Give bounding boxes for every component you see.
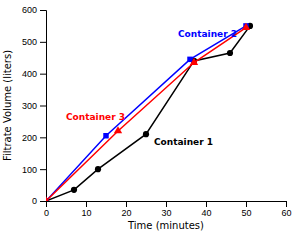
series-line	[46, 26, 250, 201]
x-tick: 20	[121, 201, 131, 218]
annotation: Container 2	[178, 29, 237, 39]
series-marker	[242, 23, 250, 30]
x-axis-title: Time (minutes)	[127, 220, 204, 231]
x-tick-mark	[246, 201, 247, 207]
series-marker	[95, 166, 101, 172]
x-tick: 10	[81, 201, 91, 218]
y-tick: 0	[32, 196, 46, 206]
series-line	[46, 26, 246, 201]
y-tick-mark	[40, 106, 46, 107]
annotation: Container 3	[66, 112, 125, 122]
x-tick: 30	[161, 201, 171, 218]
y-tick-label: 500	[22, 37, 37, 47]
annotation: Container 1	[154, 137, 213, 147]
y-tick-label: 400	[22, 69, 37, 79]
series-marker	[114, 126, 122, 133]
series-marker	[143, 131, 149, 137]
y-tick-mark	[40, 201, 46, 202]
y-tick: 100	[22, 165, 46, 175]
y-tick-mark	[40, 169, 46, 170]
x-axis-line	[47, 202, 287, 208]
x-tick-label: 60	[281, 208, 291, 218]
x-tick-mark	[126, 201, 127, 207]
series-marker	[103, 133, 108, 138]
y-tick-mark	[40, 74, 46, 75]
y-axis-title: Filtrate Volume (liters)	[2, 50, 13, 161]
plot-area	[46, 23, 253, 201]
x-tick: 50	[241, 201, 251, 218]
x-tick-label: 10	[81, 208, 91, 218]
x-tick-mark	[166, 201, 167, 207]
y-tick-mark	[40, 137, 46, 138]
series-marker	[71, 187, 77, 193]
x-tick-label: 0	[44, 208, 49, 218]
x-tick-label: 50	[241, 208, 251, 218]
x-tick: 60	[281, 201, 291, 218]
y-tick: 500	[22, 37, 46, 47]
y-tick-mark	[40, 42, 46, 43]
x-tick-label: 30	[161, 208, 171, 218]
y-tick-label: 300	[22, 101, 37, 111]
series-marker	[187, 57, 192, 62]
y-tick-label: 600	[22, 5, 37, 15]
x-tick-mark	[86, 201, 87, 207]
x-tick-label: 40	[201, 208, 211, 218]
series-marker	[46, 196, 50, 201]
x-tick-mark	[206, 201, 207, 207]
annotations: Container 2 Container 3 Container 1	[66, 29, 237, 147]
x-tick: 0	[44, 201, 49, 218]
series-marker	[227, 50, 233, 56]
y-tick: 600	[22, 5, 46, 15]
x-tick: 40	[201, 201, 211, 218]
y-tick: 200	[22, 133, 46, 143]
series-line	[46, 28, 246, 201]
y-tick-label: 0	[32, 196, 37, 206]
y-axis-line	[40, 11, 47, 202]
series-marker	[190, 58, 198, 65]
x-tick-label: 20	[121, 208, 131, 218]
y-tick-mark	[40, 10, 46, 11]
y-tick: 300	[22, 101, 46, 111]
x-tick-mark	[286, 201, 287, 207]
y-axis: 0 100 200 300 400 500 600	[22, 5, 47, 206]
y-tick-label: 100	[22, 165, 37, 175]
y-tick: 400	[22, 69, 46, 79]
x-axis: 0 10 20 30 40 50 60	[44, 201, 292, 218]
y-tick-label: 200	[22, 133, 37, 143]
chart: 01020304050600100200300400500600Time (mi…	[0, 0, 300, 233]
